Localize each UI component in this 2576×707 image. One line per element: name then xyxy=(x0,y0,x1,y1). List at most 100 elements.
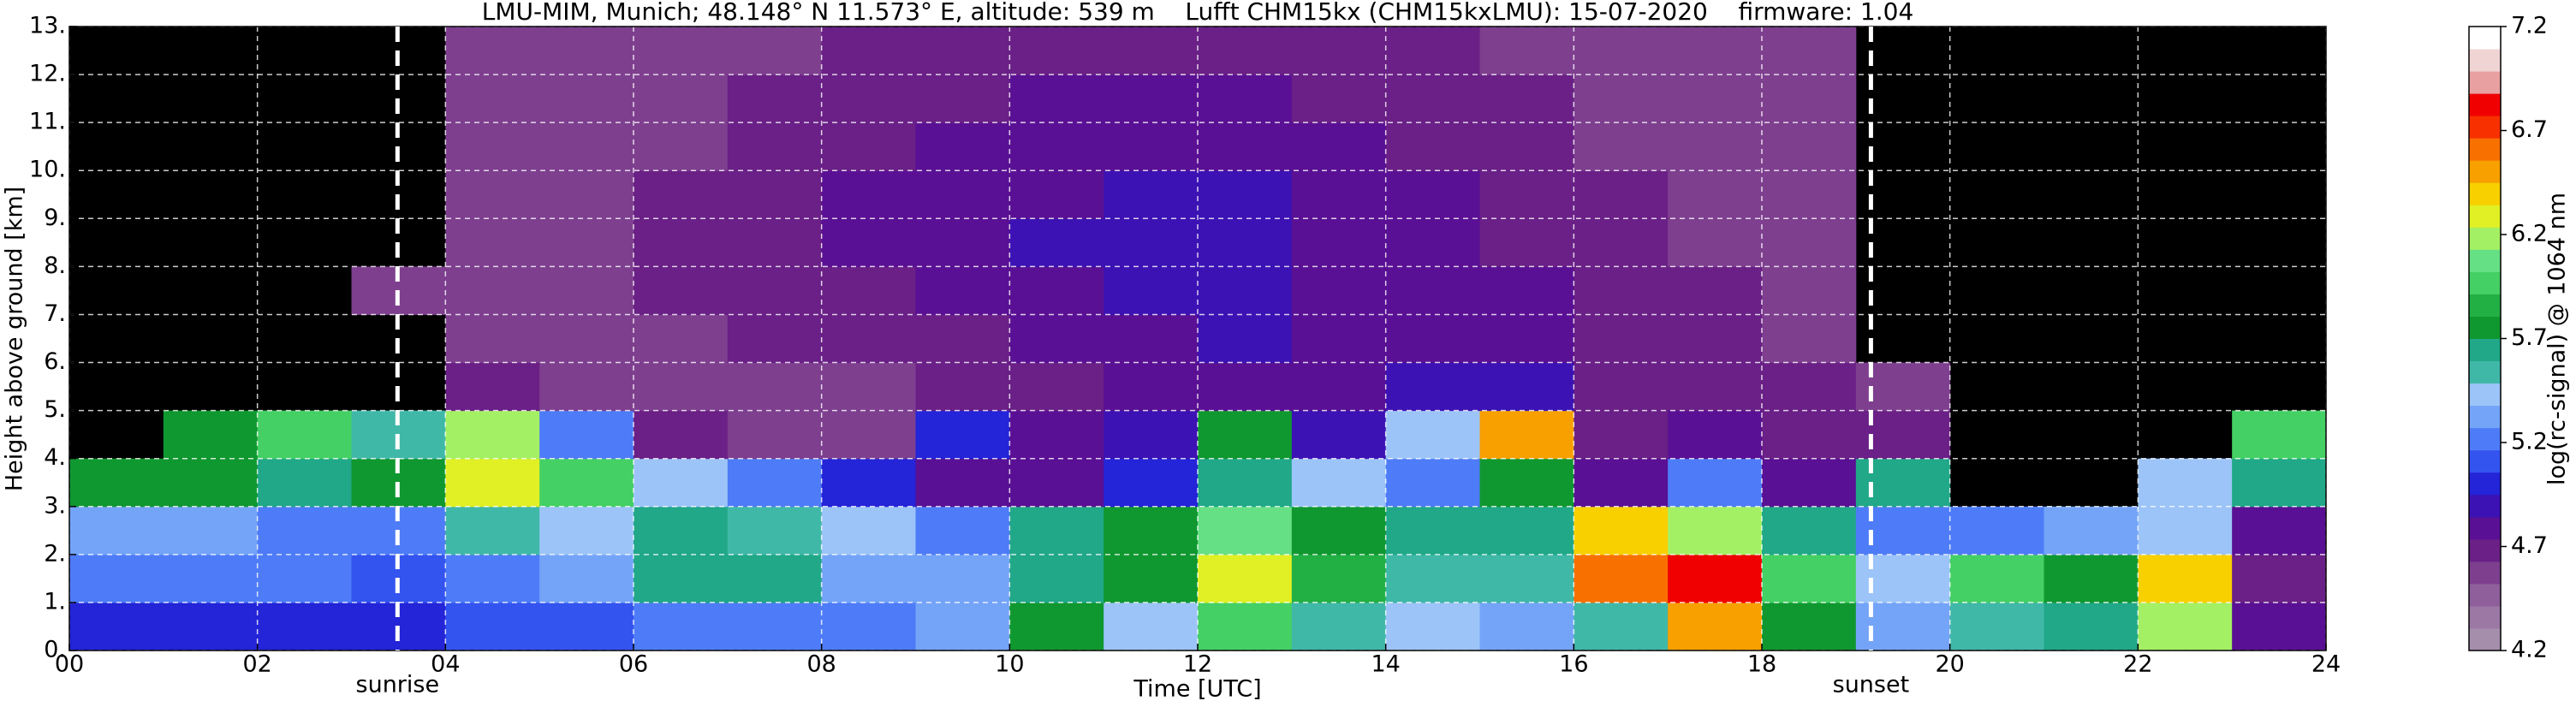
heatmap-cell xyxy=(539,27,634,75)
heatmap-cell xyxy=(1949,554,2044,603)
heatmap-cell xyxy=(539,362,634,412)
x-tick-label: 20 xyxy=(1935,651,1964,678)
x-tick-label: 00 xyxy=(55,651,84,678)
heatmap-cell xyxy=(539,266,634,315)
heatmap-cell xyxy=(634,554,729,603)
heatmap-cell xyxy=(821,410,916,460)
annotation-label: sunrise xyxy=(356,672,440,698)
heatmap-cell xyxy=(2232,506,2327,556)
heatmap-cell xyxy=(1291,506,1387,556)
heatmap-cell xyxy=(539,170,634,219)
heatmap-cell xyxy=(1949,602,2044,651)
heatmap-cell xyxy=(257,554,352,603)
heatmap-cell xyxy=(257,410,352,460)
x-tick-label: 16 xyxy=(1559,651,1588,678)
heatmap-cell xyxy=(445,122,540,171)
heatmap-cell xyxy=(1762,314,1857,364)
heatmap-cell xyxy=(1291,554,1387,603)
heatmap-cell xyxy=(1385,458,1480,508)
heatmap-cell xyxy=(634,218,729,267)
heatmap-cell xyxy=(1385,122,1480,171)
heatmap-cell xyxy=(1762,554,1857,603)
colorbar-swatch xyxy=(2469,71,2501,94)
colorbar-swatch xyxy=(2469,427,2501,451)
heatmap-cell xyxy=(1291,170,1387,219)
heatmap-cell xyxy=(1198,170,1293,219)
heatmap-cell xyxy=(1009,554,1104,603)
heatmap-cell xyxy=(1762,458,1857,508)
x-tick-label: 02 xyxy=(242,651,271,678)
colorbar-swatch xyxy=(2469,49,2501,72)
heatmap-cell xyxy=(539,74,634,123)
heatmap-cell xyxy=(445,170,540,219)
heatmap-cell xyxy=(1574,218,1669,267)
heatmap-cell xyxy=(2232,602,2327,651)
colorbar-swatch xyxy=(2469,561,2501,585)
heatmap-cell xyxy=(1291,122,1387,171)
heatmap-cell xyxy=(1668,554,1763,603)
heatmap-cell xyxy=(1479,74,1574,123)
heatmap-cell xyxy=(1009,410,1104,460)
heatmap-cell xyxy=(1668,27,1763,75)
heatmap-cell xyxy=(1198,458,1293,508)
heatmap-cell xyxy=(1668,74,1763,123)
heatmap-cell xyxy=(1198,122,1293,171)
x-tick-label: 22 xyxy=(2123,651,2152,678)
heatmap-cell xyxy=(1762,266,1857,315)
colorbar-swatch xyxy=(2469,627,2501,651)
colorbar-swatch xyxy=(2469,249,2501,272)
heatmap-cell xyxy=(1291,458,1387,508)
heatmap-cell xyxy=(1104,554,1199,603)
heatmap-cell xyxy=(915,74,1010,123)
colorbar-swatch xyxy=(2469,494,2501,518)
y-tick-label: 6. xyxy=(44,348,66,375)
heatmap-cell xyxy=(727,74,823,123)
heatmap-cell xyxy=(539,506,634,556)
x-tick-label: 14 xyxy=(1371,651,1400,678)
heatmap-cell xyxy=(1104,170,1199,219)
heatmap-cell xyxy=(539,122,634,171)
y-tick-label: 4. xyxy=(44,444,66,471)
heatmap-cell xyxy=(1104,266,1199,315)
heatmap-cell xyxy=(539,554,634,603)
x-tick-label: 12 xyxy=(1183,651,1212,678)
heatmap-cell xyxy=(915,458,1010,508)
heatmap-cell xyxy=(1574,554,1669,603)
heatmap-cell xyxy=(1009,314,1104,364)
annotation-label: sunset xyxy=(1833,672,1910,698)
heatmap-cell xyxy=(2138,506,2233,556)
heatmap-cell xyxy=(821,554,916,603)
heatmap-cell xyxy=(915,362,1010,412)
colorbar-swatch xyxy=(2469,227,2501,250)
heatmap-cell xyxy=(727,218,823,267)
heatmap-cell xyxy=(821,218,916,267)
heatmap-cell xyxy=(1385,74,1480,123)
heatmap-cell xyxy=(257,602,352,651)
heatmap-cell xyxy=(445,266,540,315)
colorbar-swatch xyxy=(2469,93,2501,116)
heatmap-cell xyxy=(445,362,540,412)
heatmap-cell xyxy=(634,74,729,123)
heatmap-cell xyxy=(634,602,729,651)
heatmap-cell xyxy=(539,218,634,267)
heatmap-cell xyxy=(727,458,823,508)
y-tick-label: 0. xyxy=(44,637,66,663)
heatmap-cell xyxy=(1009,74,1104,123)
heatmap-cell xyxy=(1762,362,1857,412)
heatmap-cell xyxy=(1668,266,1763,315)
heatmap-cell xyxy=(727,410,823,460)
heatmap-cell xyxy=(163,554,259,603)
heatmap-cell xyxy=(727,122,823,171)
heatmap-cell xyxy=(634,122,729,171)
y-tick-label: 2. xyxy=(44,540,66,567)
heatmap-cell xyxy=(1574,314,1669,364)
plot-frame xyxy=(68,26,2327,651)
heatmap-cell xyxy=(1479,122,1574,171)
heatmap-cell xyxy=(1479,27,1574,75)
colorbar-swatch xyxy=(2469,294,2501,317)
heatmap-cell xyxy=(163,410,259,460)
colorbar-swatch xyxy=(2469,182,2501,205)
heatmap-cell xyxy=(2138,602,2233,651)
heatmap-cell xyxy=(1479,266,1574,315)
heatmap-cell xyxy=(1762,27,1857,75)
